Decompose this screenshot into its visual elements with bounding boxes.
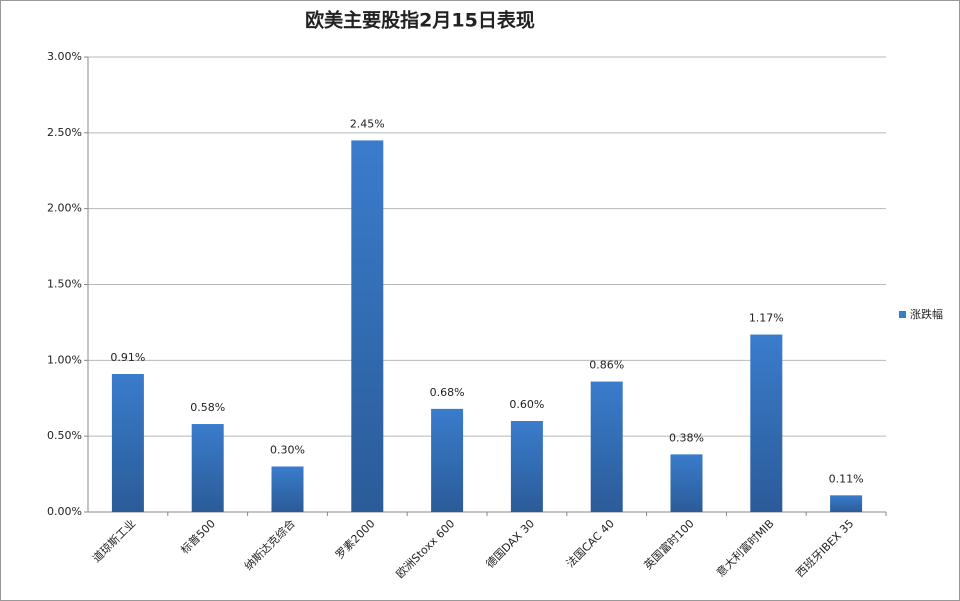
bar bbox=[431, 408, 464, 512]
y-tick-label: 1.00% bbox=[47, 353, 82, 366]
bar bbox=[750, 334, 783, 512]
bar bbox=[191, 424, 224, 512]
y-tick-label: 0.00% bbox=[47, 505, 82, 518]
y-tick-label: 0.50% bbox=[47, 429, 82, 442]
value-label: 0.91% bbox=[110, 351, 145, 364]
y-tick-label: 1.50% bbox=[47, 278, 82, 291]
y-tick-label: 3.00% bbox=[47, 50, 82, 63]
bar bbox=[351, 140, 384, 512]
legend-label: 涨跌幅 bbox=[910, 307, 943, 321]
value-label: 0.60% bbox=[509, 398, 544, 411]
value-label: 0.11% bbox=[829, 472, 864, 485]
bar bbox=[111, 373, 144, 512]
value-label: 0.30% bbox=[270, 444, 305, 457]
value-label: 0.38% bbox=[669, 431, 704, 444]
bar bbox=[830, 495, 863, 512]
bar bbox=[510, 421, 543, 512]
bar bbox=[271, 466, 304, 512]
value-label: 0.86% bbox=[589, 359, 624, 372]
y-tick-label: 2.00% bbox=[47, 202, 82, 215]
value-label: 0.68% bbox=[430, 386, 465, 399]
chart-title: 欧美主要股指2月15日表现 bbox=[305, 9, 535, 32]
legend-swatch bbox=[899, 311, 906, 318]
value-label: 0.58% bbox=[190, 401, 225, 414]
bar bbox=[670, 454, 703, 512]
bar bbox=[590, 381, 623, 512]
value-label: 2.45% bbox=[350, 117, 385, 130]
value-label: 1.17% bbox=[749, 312, 784, 325]
y-tick-label: 2.50% bbox=[47, 126, 82, 139]
